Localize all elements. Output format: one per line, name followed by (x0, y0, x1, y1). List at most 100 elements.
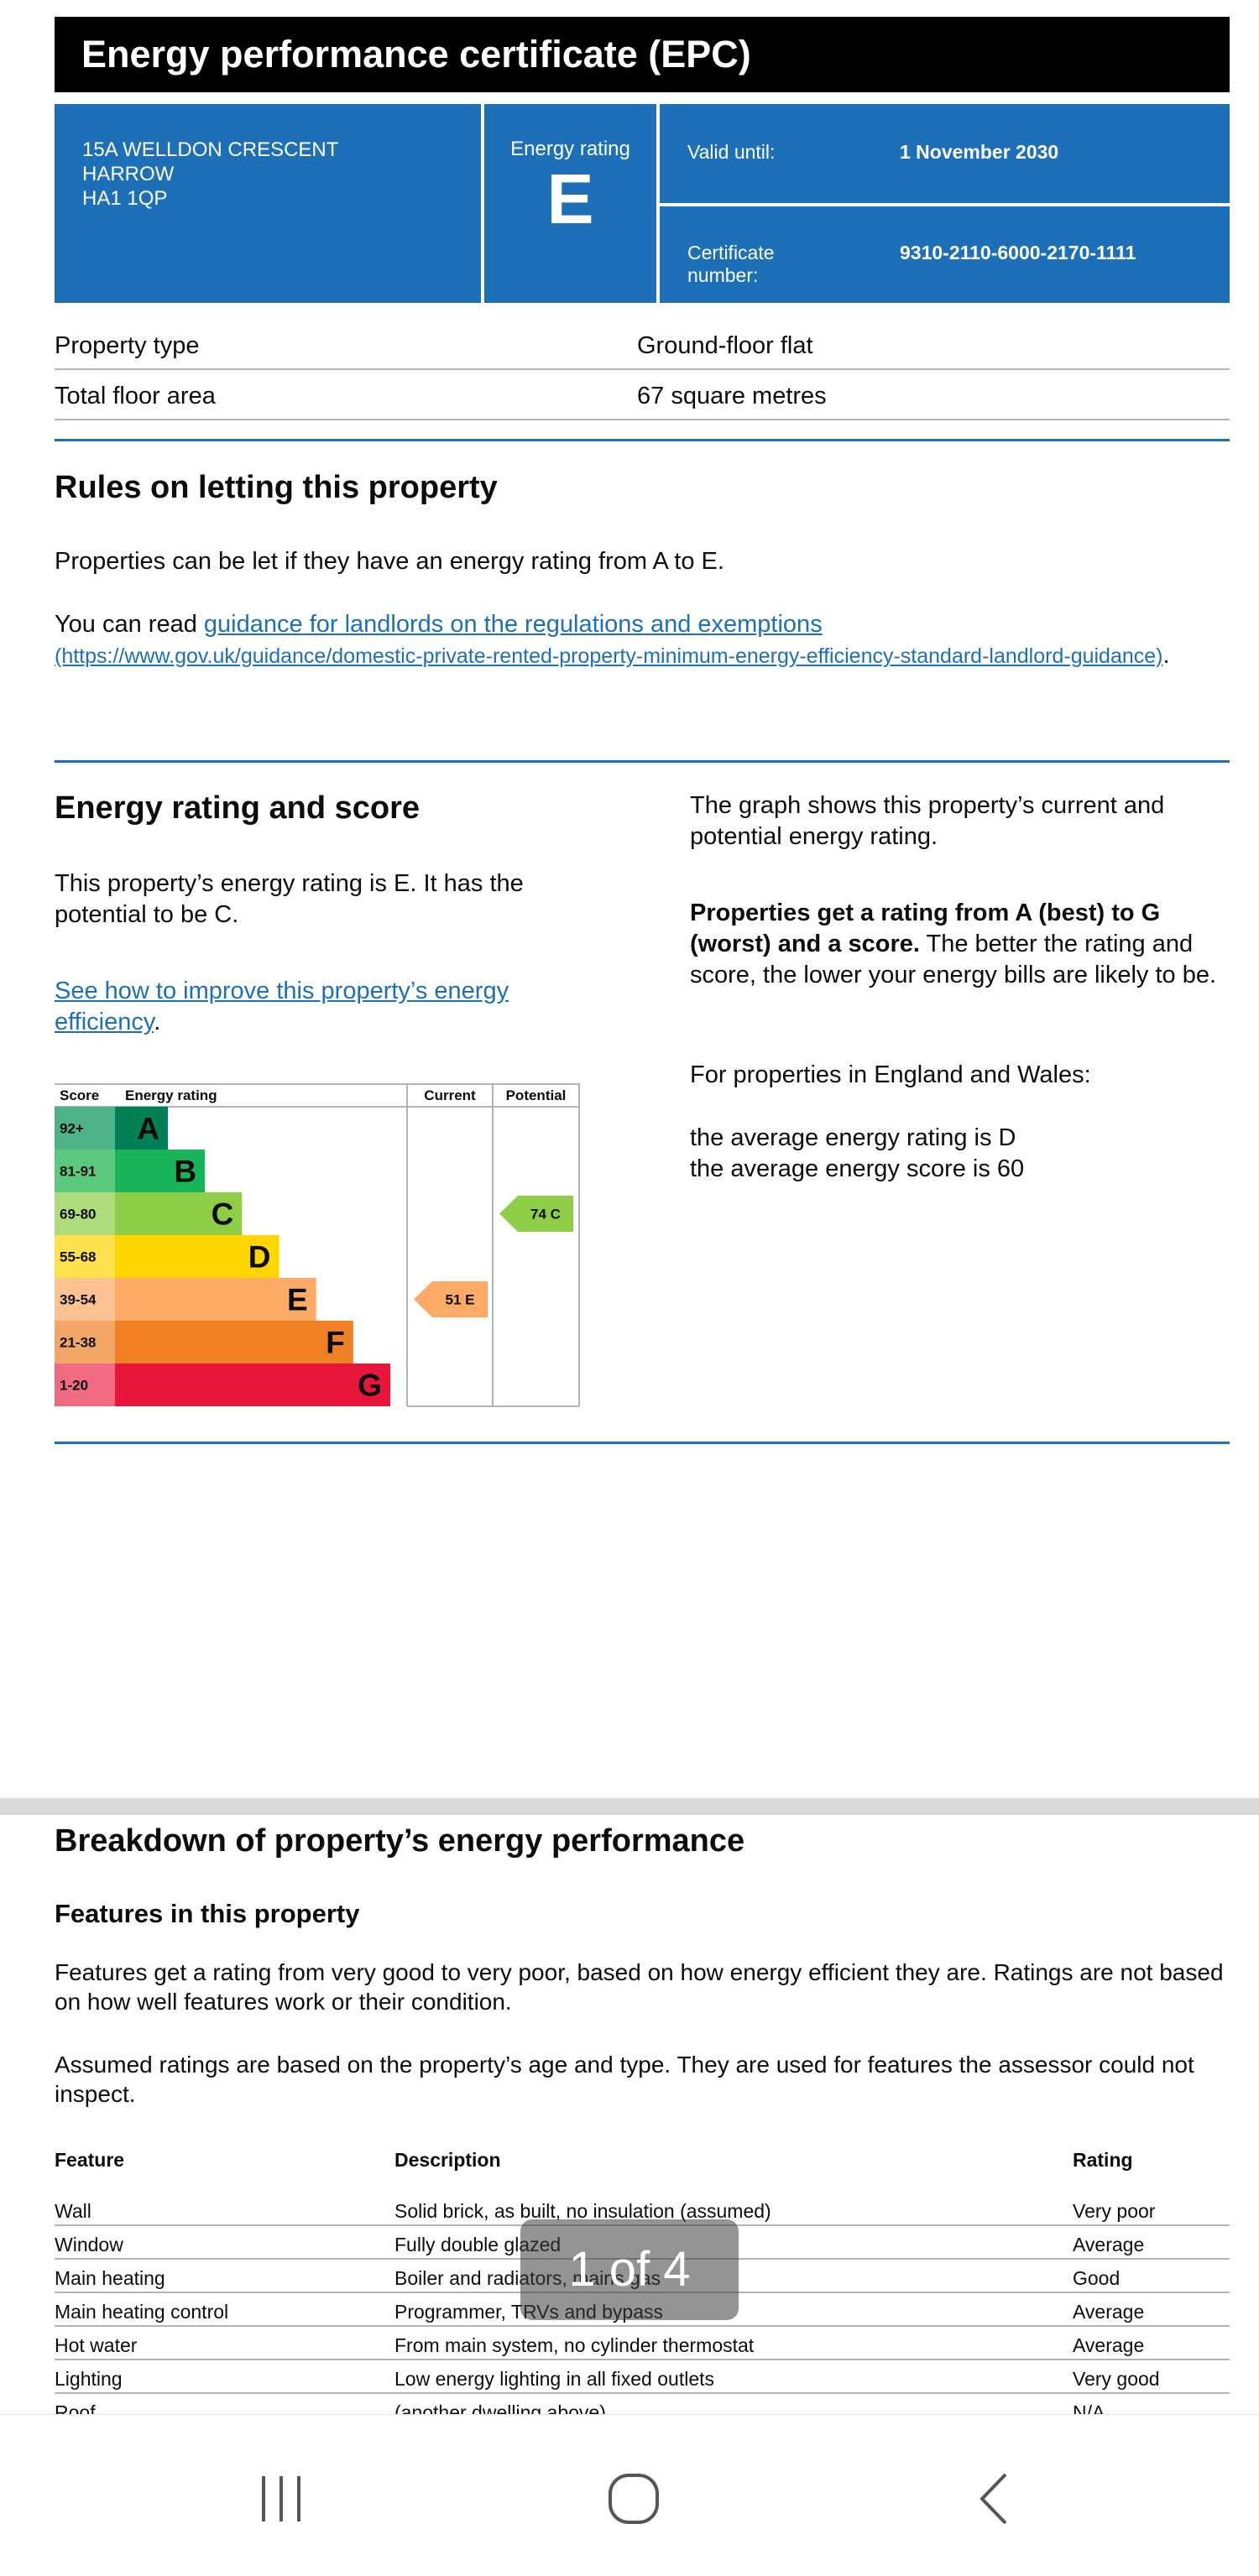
energy-rating-chart-svg: Score Energy rating Current Potential 92+ A 81… (55, 1083, 580, 1407)
band-score-range: 92+ (60, 1121, 84, 1137)
valid-until-value: 1 November 2030 (900, 141, 1059, 163)
band-letter-g: G (358, 1369, 382, 1403)
valid-until-label: Valid until: (687, 141, 776, 163)
guidance-url-link[interactable]: (https://www.gov.uk/guidance/domestic-pr… (55, 644, 1163, 668)
rating-cell: Good (1073, 2259, 1230, 2293)
graph-explainer: The graph shows this property’s current … (690, 792, 1165, 850)
band-score-cell (55, 1235, 115, 1278)
band-score-cell (55, 1321, 115, 1364)
feature-cell: Wall (55, 2193, 394, 2226)
improve-period: . (154, 1009, 161, 1035)
rating-cell: N/A (1073, 2393, 1230, 2414)
average-score: the average energy score is 60 (690, 1155, 1025, 1182)
feature-cell: Hot water (55, 2326, 394, 2360)
table-row: Roof (another dwelling above) N/A (55, 2393, 1230, 2414)
address-line-1: 15A WELLDON CRESCENT (82, 138, 339, 161)
score-heading: Energy rating and score (55, 790, 421, 826)
band-score-range: 69-80 (60, 1207, 96, 1223)
table-row: Hot water From main system, no cylinder t… (55, 2326, 1230, 2360)
property-type-value: Ground-floor flat (637, 332, 813, 359)
guidance-prefix: You can read (55, 611, 204, 638)
band-score-cell (55, 1107, 115, 1150)
band-bar-d (115, 1235, 279, 1278)
improve-efficiency-link[interactable]: See how to improve this property’s energ… (55, 978, 509, 1035)
section-divider (55, 439, 1230, 441)
property-type-label: Property type (55, 332, 200, 359)
recent-apps-button[interactable] (252, 2469, 311, 2532)
band-bar-g (115, 1364, 390, 1406)
valid-until-box: Valid until: 1 November 2030 (660, 104, 1230, 203)
england-wales-text: For properties in England and Wales: (690, 1061, 1091, 1088)
table-header-row: Feature Description Rating (55, 2149, 1230, 2193)
rating-explainer-rest: The better the rating and score, the low… (690, 931, 1217, 988)
band-letter-d: D (248, 1240, 271, 1275)
energy-rating-box: Energy rating E (484, 104, 656, 303)
floor-area-value: 67 square metres (637, 383, 827, 409)
home-button[interactable] (604, 2469, 663, 2532)
chart-header-potential: Potential (506, 1087, 567, 1103)
property-type-row: Property type Ground-floor flat (55, 320, 1230, 370)
band-letter-f: F (326, 1326, 345, 1360)
description-cell: (another dwelling above) (394, 2393, 1073, 2414)
rating-explainer-bold: Properties get a rating from A (best) to… (690, 900, 1161, 957)
band-letter-b: B (174, 1155, 196, 1189)
band-bar-e (115, 1278, 316, 1321)
header-rating: Rating (1073, 2149, 1133, 2171)
header-description: Description (394, 2149, 501, 2171)
table-row: Lighting Low energy lighting in all fixed… (55, 2360, 1230, 2394)
document-page-1: Energy performance certificate (EPC) 15A… (8, 7, 1251, 1798)
rules-heading: Rules on letting this property (55, 470, 498, 505)
floor-area-label: Total floor area (55, 383, 216, 409)
band-letter-c: C (212, 1197, 234, 1232)
features-table: Feature Description Rating Wall Solid bri… (55, 2149, 1230, 2414)
chart-header-current: Current (424, 1087, 476, 1103)
feature-cell: Roof (55, 2393, 394, 2414)
improve-paragraph: See how to improve this property’s energ… (55, 976, 592, 1038)
current-rating-label: 51 E (446, 1292, 475, 1308)
rating-explainer: Properties get a rating from A (best) to… (690, 898, 1231, 991)
chart-header-rating: Energy rating (125, 1087, 217, 1103)
guidance-period: . (1162, 642, 1170, 669)
average-text: the average energy rating is D the avera… (690, 1123, 1231, 1185)
breakdown-heading: Breakdown of property’s energy performan… (55, 1823, 745, 1859)
current-rating-arrow (414, 1281, 488, 1317)
rating-cell: Very poor (1073, 2193, 1230, 2226)
page-gap (0, 1798, 1259, 1815)
band-bar-a (115, 1107, 168, 1150)
rating-cell: Very good (1073, 2360, 1230, 2394)
rating-cell: Average (1073, 2326, 1230, 2360)
description-cell: Solid brick, as built, no insulation (as… (394, 2193, 1073, 2226)
certificate-number-box: Certificate number: 9310-2110-6000-2170-… (660, 206, 1230, 303)
band-letter-e: E (287, 1283, 308, 1317)
band-score-range: 55-68 (60, 1249, 96, 1265)
potential-rating-label: 74 C (530, 1207, 561, 1223)
band-letter-a: A (137, 1112, 159, 1146)
features-heading: Features in this property (55, 1899, 360, 1928)
energy-rating-letter: E (546, 159, 594, 238)
guidance-paragraph: You can read guidance for landlords on t… (55, 609, 1230, 672)
address-line-2: HARROW (82, 163, 175, 185)
back-button[interactable] (965, 2469, 1024, 2532)
description-cell: From main system, no cylinder thermostat (394, 2326, 1073, 2360)
band-score-range: 1-20 (60, 1378, 88, 1394)
score-paragraph: This property’s energy rating is E. It h… (55, 870, 524, 928)
section-divider (55, 1442, 1230, 1444)
recent-apps-icon (262, 2476, 300, 2521)
average-rating: the average energy rating is D (690, 1124, 1016, 1151)
back-icon (980, 2473, 1007, 2525)
header-feature: Feature (55, 2149, 125, 2171)
rating-cell: Average (1073, 2292, 1230, 2327)
section-divider (55, 760, 1230, 763)
band-bar-c (115, 1192, 243, 1235)
assumed-paragraph: Assumed ratings are based on the propert… (55, 2052, 1194, 2107)
band-bar-f (115, 1321, 353, 1364)
guidance-link[interactable]: guidance for landlords on the regulation… (203, 611, 823, 638)
feature-cell: Main heating (55, 2259, 394, 2293)
band-score-cell (55, 1364, 115, 1406)
features-paragraph: Features get a rating from very good to … (55, 1959, 1224, 2015)
energy-rating-chart: Score Energy rating Current Potential 92+ A 81… (55, 1083, 596, 1411)
address-box: 15A WELLDON CRESCENT HARROW HA1 1QP (55, 104, 481, 303)
rating-cell: Average (1073, 2225, 1230, 2260)
band-score-cell (55, 1278, 115, 1321)
page-title: Energy performance certificate (EPC) (55, 17, 1230, 92)
